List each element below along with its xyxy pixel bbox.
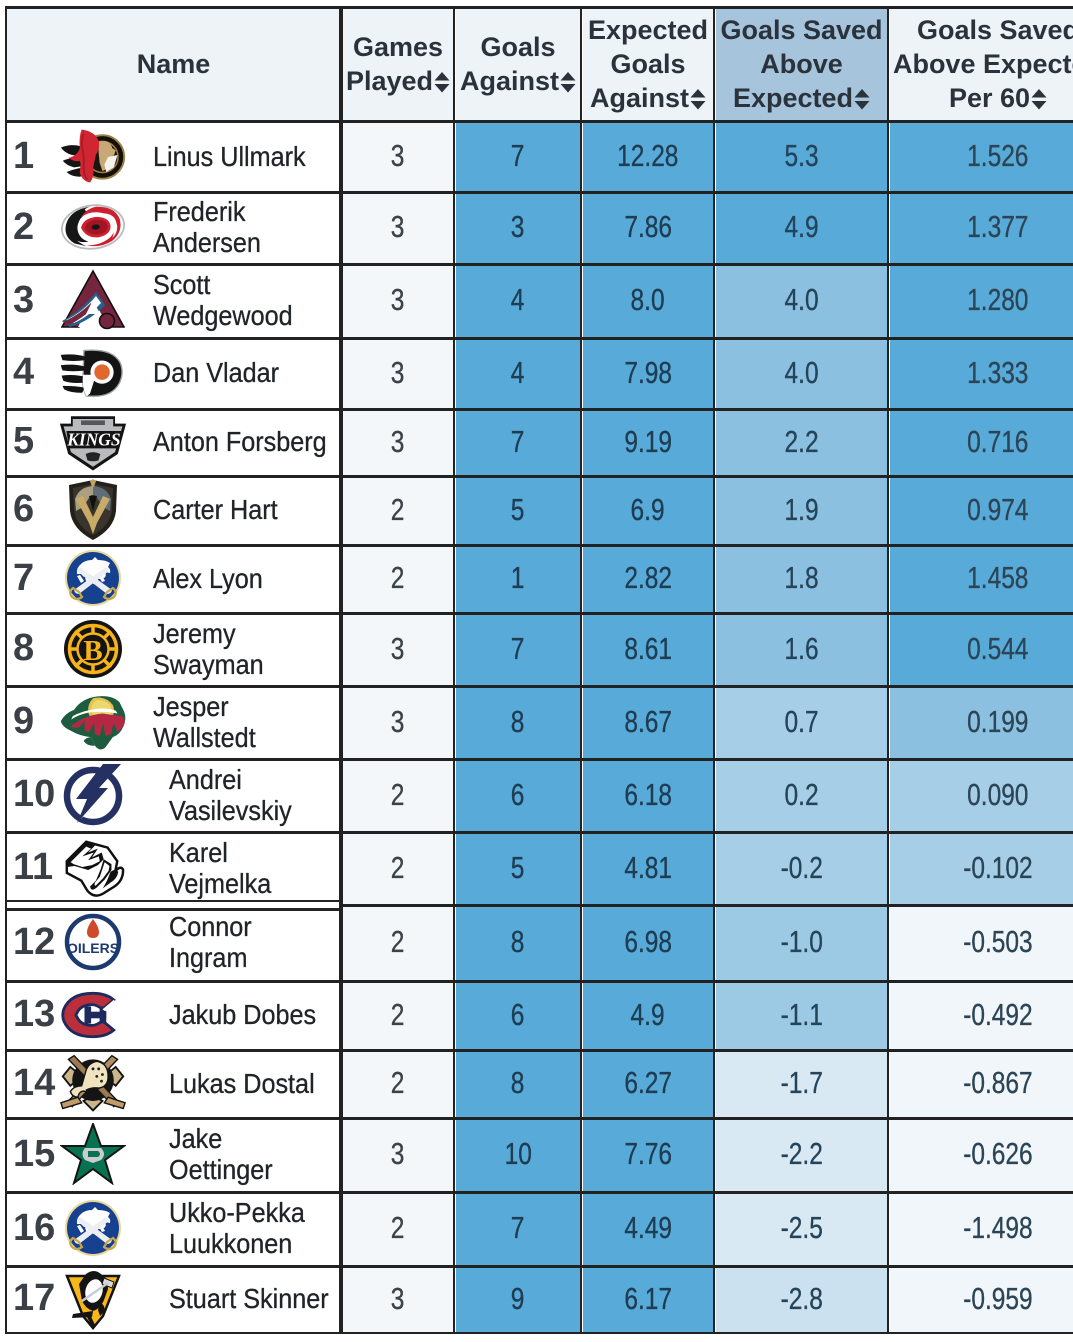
svg-text:B: B <box>83 635 102 667</box>
svg-text:KINGS: KINGS <box>66 429 120 449</box>
svg-text:OILERS: OILERS <box>67 940 119 956</box>
